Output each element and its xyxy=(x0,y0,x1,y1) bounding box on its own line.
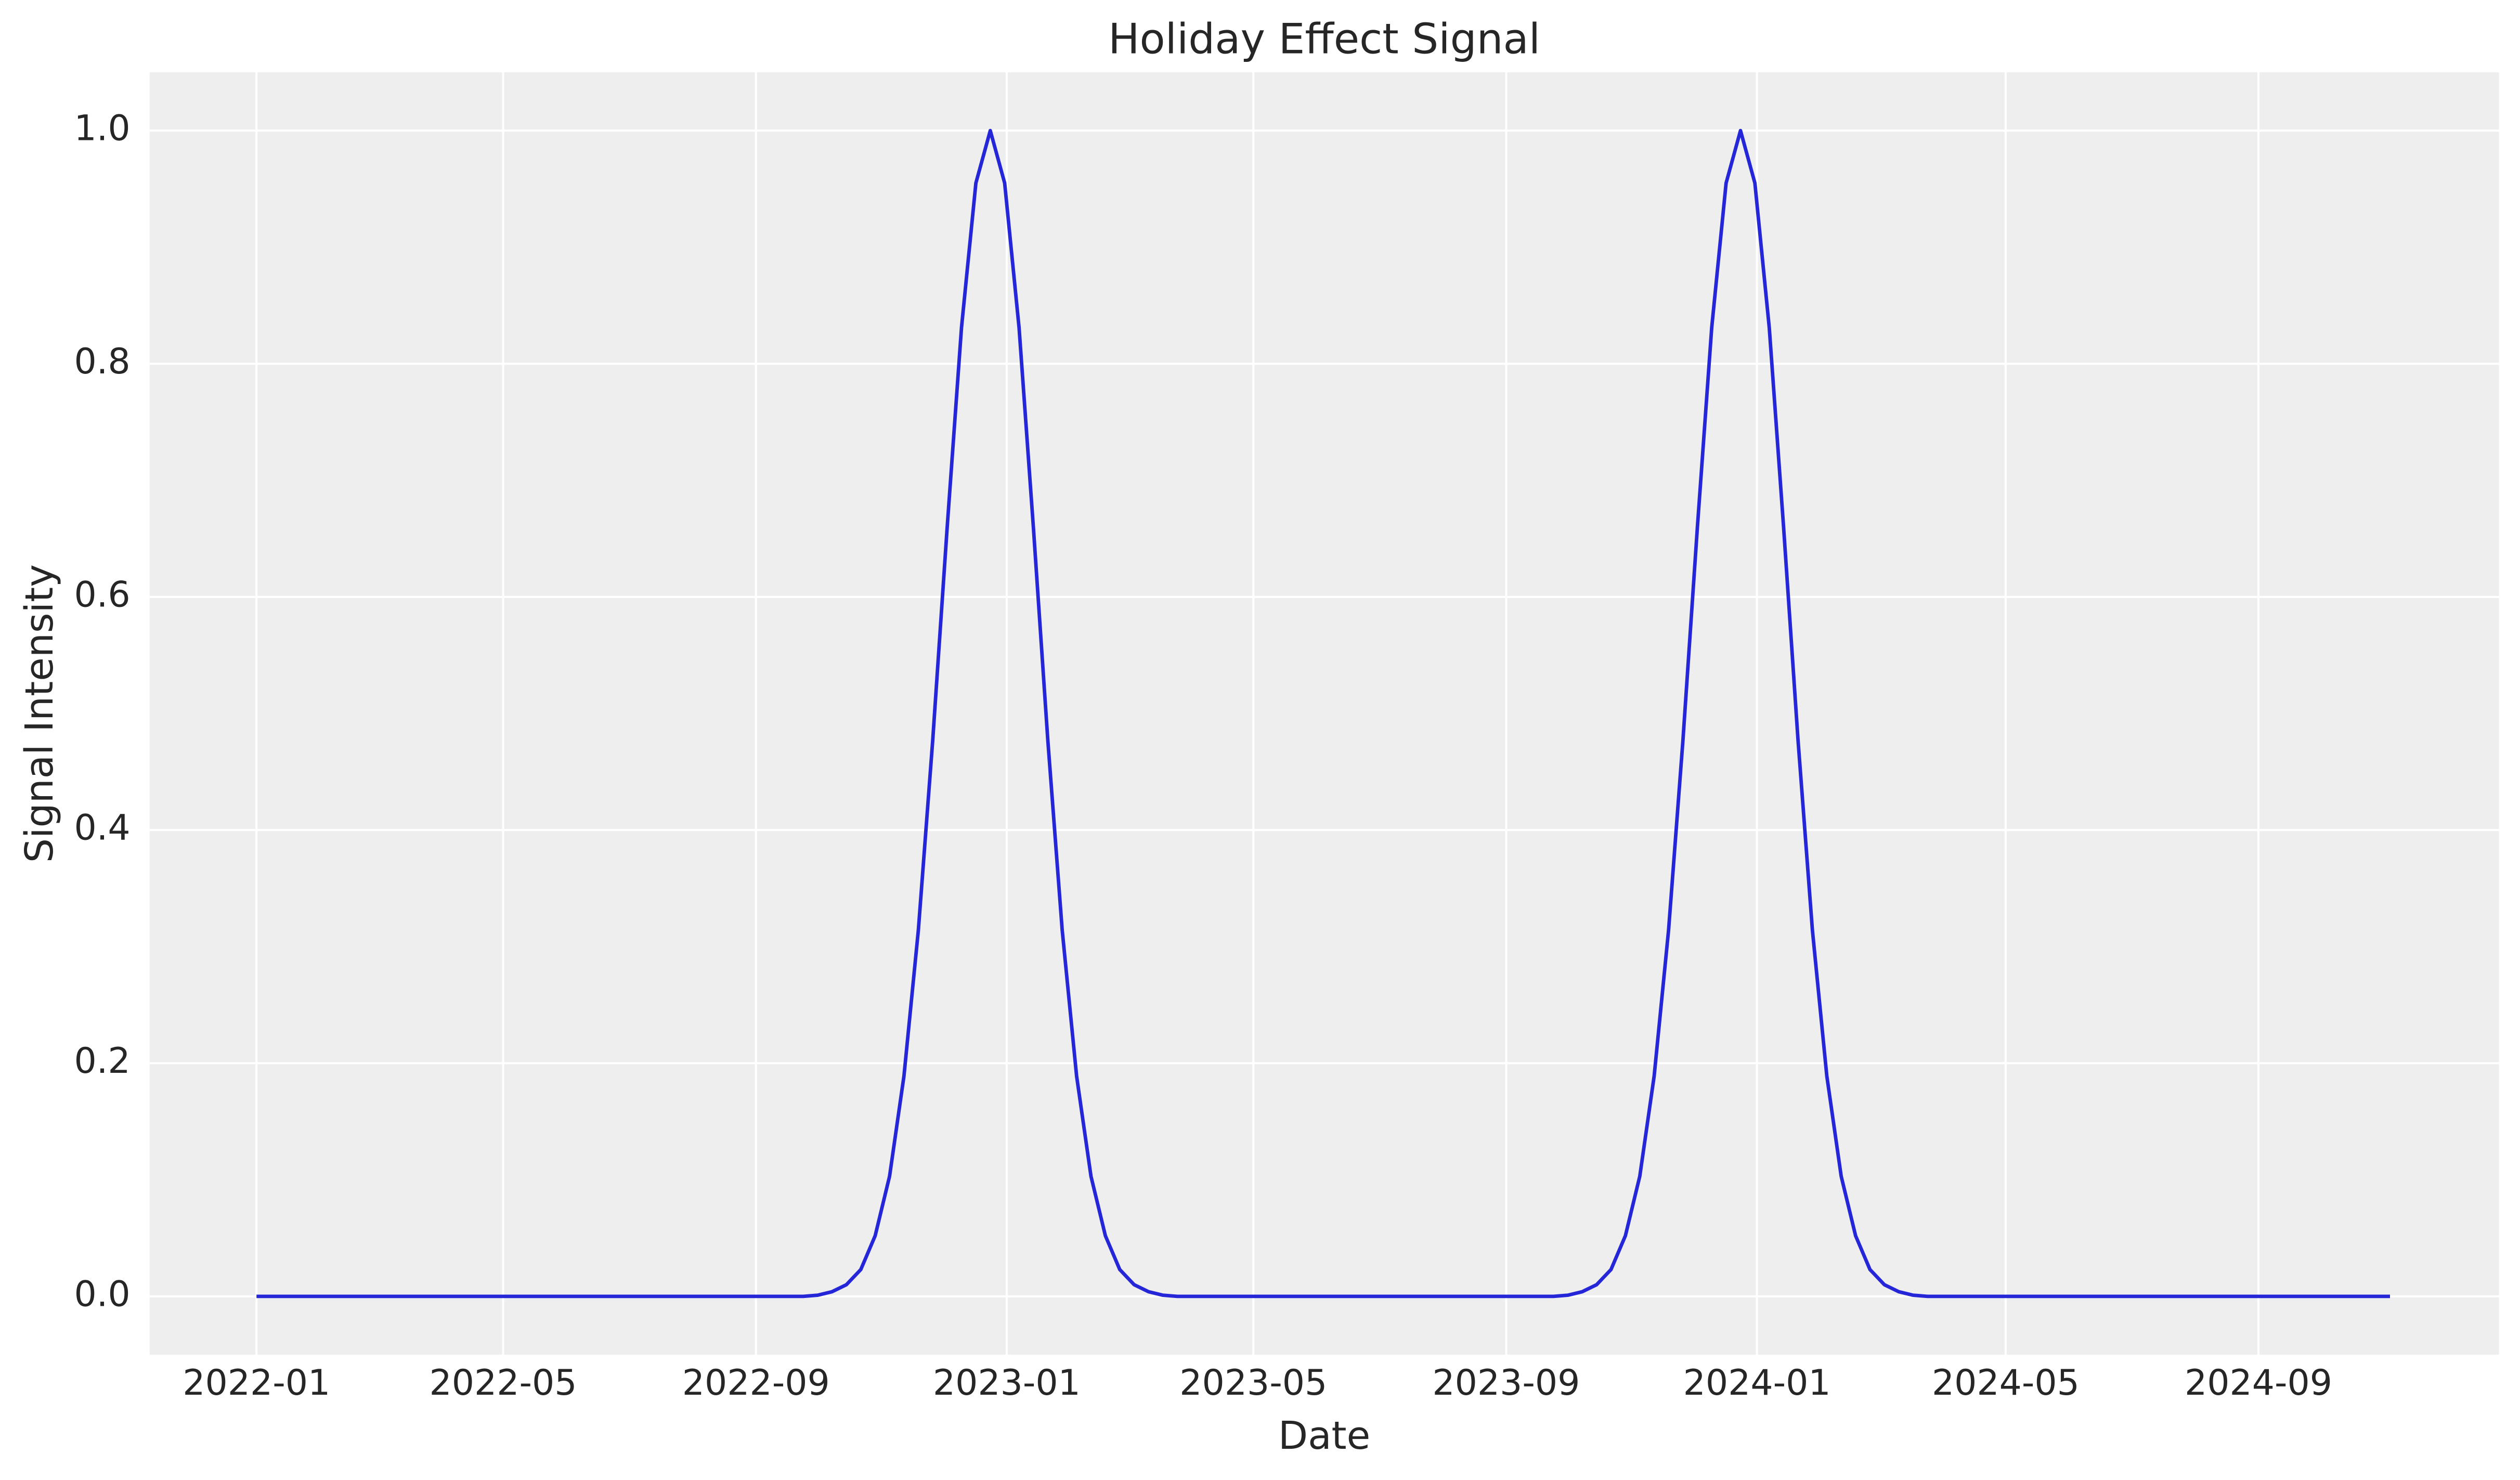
chart-title: Holiday Effect Signal xyxy=(1108,14,1540,63)
y-tick-label: 0.4 xyxy=(74,808,131,849)
x-tick-label: 2023-09 xyxy=(1432,1362,1580,1404)
x-tick-label: 2022-01 xyxy=(183,1362,330,1404)
x-axis-label: Date xyxy=(1278,1413,1370,1458)
series-line xyxy=(256,128,2391,1299)
x-tick-label: 2023-01 xyxy=(933,1362,1081,1404)
x-tick-label: 2024-05 xyxy=(1932,1362,2080,1404)
x-tick-label: 2022-09 xyxy=(682,1362,830,1404)
x-tick-label: 2023-05 xyxy=(1179,1362,1327,1404)
plot-area xyxy=(149,72,2499,1355)
y-tick-label: 1.0 xyxy=(74,108,131,149)
y-tick-label: 0.0 xyxy=(74,1274,131,1315)
x-tick-label: 2024-09 xyxy=(2185,1362,2332,1404)
y-axis-label: Signal Intensity xyxy=(17,564,62,863)
y-tick-label: 0.2 xyxy=(74,1041,131,1082)
x-tick-label: 2022-05 xyxy=(430,1362,577,1404)
x-tick-label: 2024-01 xyxy=(1683,1362,1831,1404)
y-tick-label: 0.6 xyxy=(74,574,131,615)
y-tick-label: 0.8 xyxy=(74,341,131,382)
